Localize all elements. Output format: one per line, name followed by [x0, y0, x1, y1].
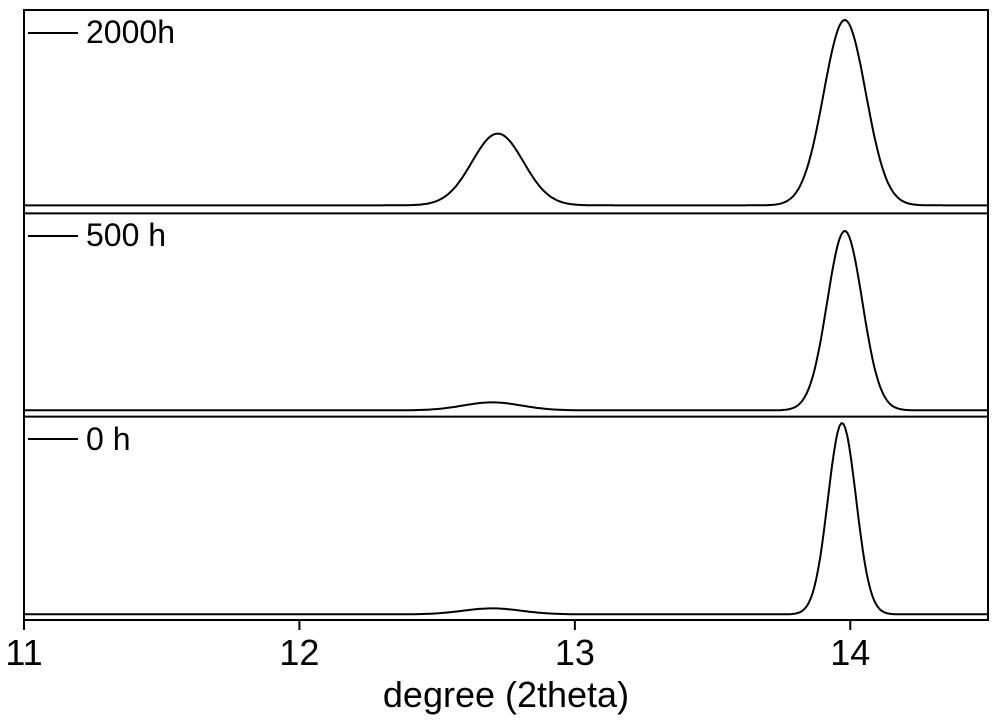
x-tick-label: 14 [830, 632, 870, 674]
chart-container: 2000h 500 h 0 h 11121314 degree (2theta) [0, 0, 1000, 722]
plot-frame [24, 10, 988, 640]
x-tick-label: 13 [555, 632, 595, 674]
x-tick-label: 12 [279, 632, 319, 674]
x-tick-label: 11 [5, 632, 42, 674]
x-axis-title: degree (2theta) [24, 674, 988, 716]
